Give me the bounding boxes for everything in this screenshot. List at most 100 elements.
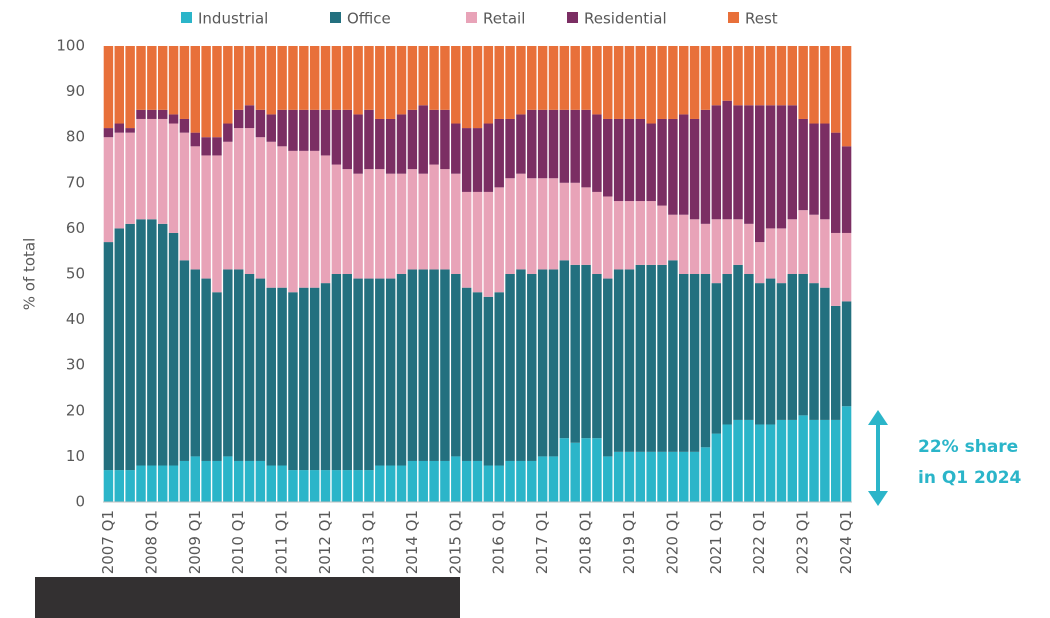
bar-segment (353, 470, 363, 502)
legend-swatch (567, 12, 578, 23)
bar-segment (103, 128, 114, 138)
bar-segment (385, 278, 396, 466)
bar-segment (722, 219, 732, 274)
bar-segment (668, 46, 678, 119)
bar-segment (570, 442, 580, 502)
bar-segment (809, 123, 819, 215)
x-tick-label: 2016 Q1 (490, 510, 508, 574)
bar-segment (516, 460, 526, 502)
bar-segment (233, 460, 244, 502)
bar-segment (592, 191, 602, 274)
bar-segment (125, 46, 135, 129)
bar-segment (570, 264, 580, 443)
bar-segment (668, 451, 678, 502)
bar-segment (559, 46, 570, 110)
bar-segment (635, 118, 646, 202)
y-tick-label: 70 (66, 173, 85, 191)
bar-segment (114, 123, 125, 133)
bar-segment (201, 278, 211, 461)
bar-segment (212, 46, 222, 138)
bar-segment (461, 128, 472, 192)
bar-segment (233, 269, 244, 461)
bar-segment (744, 419, 754, 502)
bar-segment (201, 137, 211, 156)
x-tick-label: 2007 Q1 (99, 510, 117, 574)
bar-segment (613, 201, 624, 270)
bar-segment (820, 287, 830, 420)
bar-segment (244, 274, 255, 461)
bar-segment (331, 470, 342, 502)
bar-segment (331, 109, 342, 165)
bar-segment (168, 114, 179, 124)
bar-segment (418, 46, 428, 106)
bar-segment (157, 46, 168, 110)
arrow (868, 410, 888, 506)
bar-segment (418, 105, 428, 174)
bar-segment (125, 128, 135, 133)
bar-segment (483, 46, 494, 124)
bar-segment (179, 460, 190, 502)
bar-segment (440, 46, 450, 110)
bar-segment (559, 438, 570, 502)
bar-segment (157, 118, 168, 224)
bar-segment (668, 118, 678, 215)
bar-segment (841, 46, 852, 147)
bar-segment (711, 46, 722, 106)
bar-segment (331, 164, 342, 274)
bar-segment (559, 182, 570, 261)
bar-segment (505, 178, 515, 274)
bar-segment (765, 228, 776, 279)
bar-segment (440, 109, 450, 170)
bar-segment (765, 105, 776, 229)
bar-segment (103, 137, 114, 243)
bar-segment (603, 46, 613, 119)
bar-segment (700, 46, 711, 110)
bar-segment (299, 150, 309, 288)
bar-segment (809, 283, 819, 420)
bar-segment (809, 46, 819, 124)
bar-segment (223, 456, 233, 502)
bar-segment (299, 470, 309, 502)
bar-segment (787, 105, 798, 220)
bar-segment (168, 123, 179, 233)
y-tick-label: 10 (66, 447, 85, 465)
bar-segment (527, 460, 537, 502)
bar-segment (461, 191, 472, 288)
bar-segment (787, 219, 798, 274)
bar-segment (603, 196, 613, 279)
bar-segment (755, 242, 765, 284)
legend-label: Office (347, 10, 391, 28)
bar-segment (765, 424, 776, 502)
bar-segment (136, 46, 146, 110)
bar-segment (136, 118, 146, 220)
bar-segment (570, 182, 580, 265)
annotation: in Q1 2024 (918, 468, 1022, 488)
bar-segment (613, 118, 624, 202)
bar-segment (451, 274, 461, 457)
bar-segment (288, 150, 298, 293)
bar-segment (548, 109, 559, 179)
x-tick-label: 2011 Q1 (273, 510, 291, 574)
bar-segment (755, 424, 765, 502)
x-tick-label: 2015 Q1 (446, 510, 464, 574)
bar-segment (820, 219, 830, 288)
bar-segment (809, 214, 819, 284)
bar-segment (429, 460, 439, 502)
bar-segment (700, 274, 711, 448)
bar-segment (244, 46, 255, 106)
bar-segment (483, 465, 494, 502)
bar-segment (201, 460, 211, 502)
bar-segment (179, 46, 190, 119)
bar-segment (299, 287, 309, 471)
bar-segment (689, 219, 700, 274)
x-tick-label: 2009 Q1 (186, 510, 204, 574)
bar-segment (830, 132, 841, 233)
bar-segment (266, 46, 276, 115)
redaction (35, 577, 460, 618)
bar-segment (581, 109, 591, 188)
bar-segment (559, 109, 570, 183)
bar-segment (277, 46, 287, 110)
x-tick-label: 2024 Q1 (837, 510, 855, 574)
bar-segment (179, 118, 190, 133)
bar-segment (168, 232, 179, 466)
